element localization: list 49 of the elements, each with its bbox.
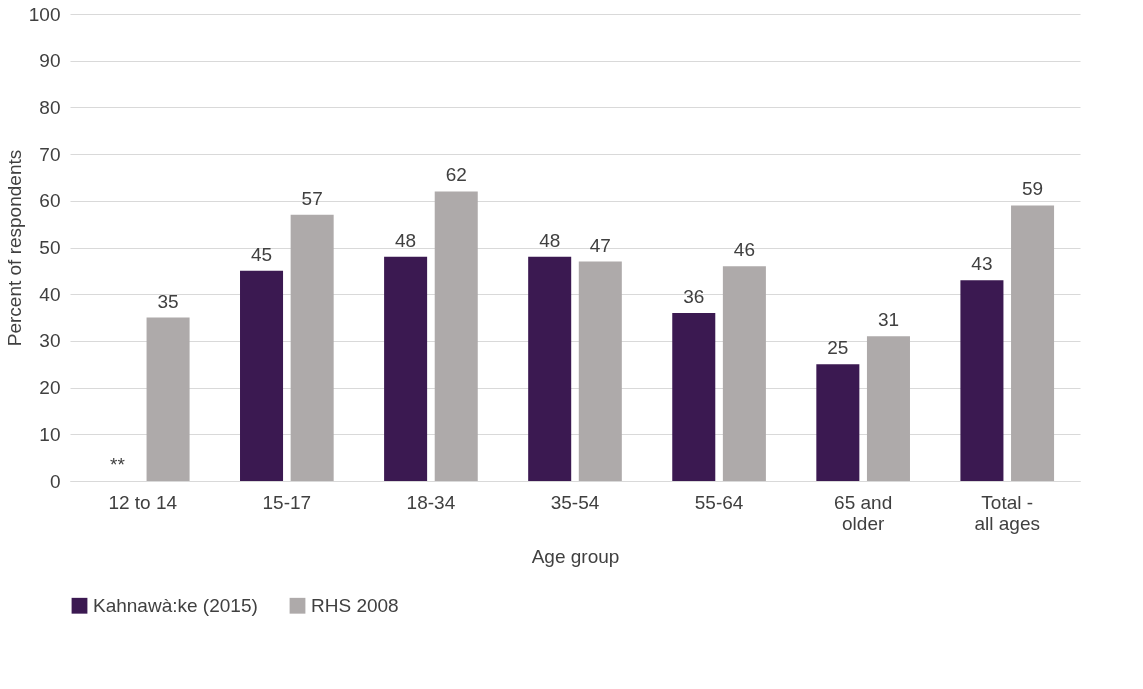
x-tick-label: 65 and older [834,491,893,534]
data-label: 25 [827,337,849,359]
bar [384,256,428,481]
x-tick-label: 35-54 [550,491,600,513]
bar [578,261,622,481]
data-label: 36 [683,285,705,307]
x-tick-label: 18-34 [406,491,456,513]
x-tick-label: 55-64 [694,491,744,513]
data-label: 43 [971,253,993,275]
bar [816,364,860,481]
bar [290,214,334,481]
bar [960,280,1004,481]
data-label: 62 [445,164,467,186]
data-label: 45 [250,243,273,265]
y-tick-label: 90 [39,50,61,72]
y-tick-label: 0 [49,470,61,492]
y-tick-label: 70 [39,143,61,165]
y-tick-label: 20 [39,377,61,399]
bar [240,270,284,481]
y-tick-label: 50 [39,237,61,258]
legend-label: RHS 2008 [311,594,399,616]
x-tick-label: Total - all ages [974,491,1040,534]
text: ** [110,454,125,475]
legend-label: Kahnawà:ke (2015) [93,594,258,616]
y-tick-label: 10 [39,423,61,445]
bar [866,336,910,481]
data-label: 46 [733,239,755,261]
y-axis-title: Percent of respondents [3,149,25,347]
data-label: 59 [1021,178,1044,200]
bar [672,312,716,481]
data-label: 31 [877,309,900,331]
bar [434,191,478,481]
y-tick-label: 100 [28,3,61,25]
data-label: 48 [395,229,417,251]
data-label: 48 [539,229,561,251]
bar [528,256,572,481]
data-label: 35 [157,290,179,312]
x-axis-title: Age group [531,545,620,567]
x-tick-label: 12 to 14 [108,491,178,513]
bar [722,266,766,481]
y-tick-label: 30 [39,330,61,352]
bar [1011,205,1055,481]
y-tick-label: 40 [39,283,61,305]
y-tick-label: 80 [39,96,61,118]
x-tick-label: 15-17 [262,491,312,513]
y-tick-label: 60 [39,190,61,212]
bar [146,317,190,481]
data-label: 47 [589,234,611,256]
data-label: 57 [301,187,323,209]
